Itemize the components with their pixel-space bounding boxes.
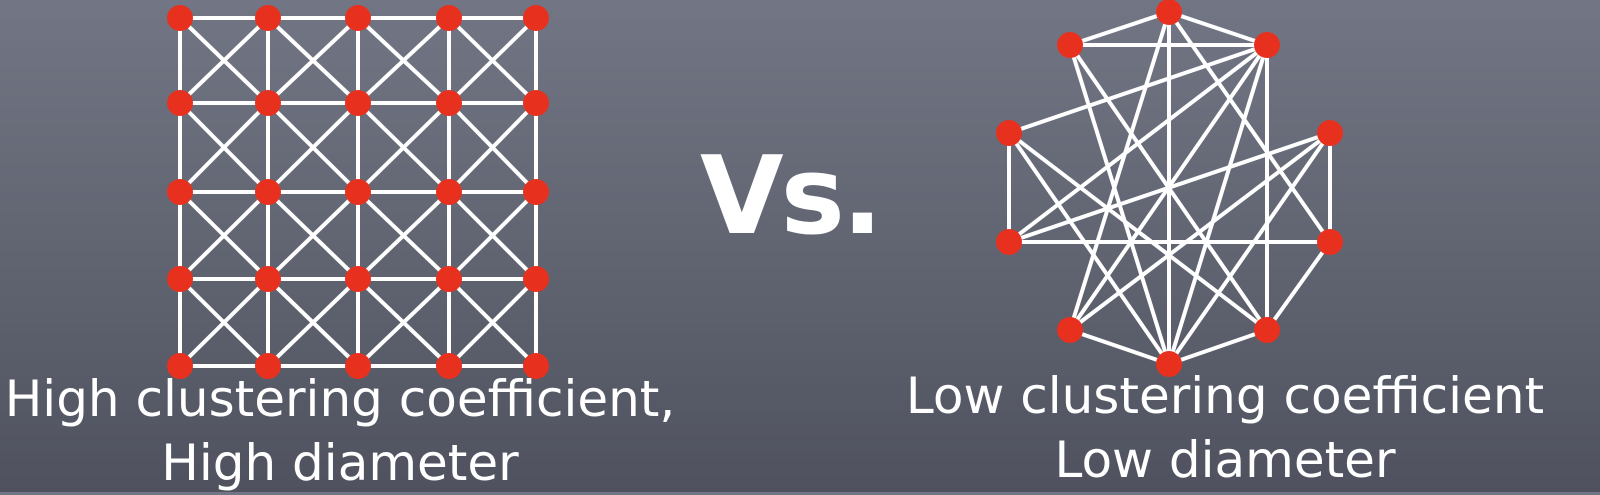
random-network-caption-line-1: Low clustering coefficient — [905, 367, 1545, 425]
network-edge — [1068, 10, 1171, 47]
lattice-node — [345, 353, 371, 379]
network-node — [1156, 0, 1182, 25]
lattice-caption: High clustering coefficient, High diamet… — [0, 367, 680, 495]
random-network-caption-line-2: Low diameter — [1054, 431, 1396, 489]
lattice-node — [167, 266, 193, 292]
lattice-edge — [266, 190, 360, 281]
lattice-edge — [356, 101, 451, 194]
network-edge — [1167, 10, 1269, 47]
lattice-edge — [447, 16, 538, 105]
network-edge — [1007, 131, 1171, 366]
lattice-edge — [178, 190, 270, 281]
network-edge — [1167, 131, 1332, 366]
lattice-node — [436, 179, 462, 205]
network-node — [1254, 317, 1280, 343]
lattice-nodes — [167, 5, 549, 379]
network-edge — [1167, 10, 1332, 244]
lattice-node — [436, 90, 462, 116]
network-node — [1156, 351, 1182, 377]
lattice-node — [255, 90, 281, 116]
network-edge — [1265, 240, 1332, 332]
network-node — [1317, 229, 1343, 255]
network-node — [1057, 32, 1083, 58]
lattice-node — [436, 353, 462, 379]
network-node — [996, 229, 1022, 255]
network-edge — [1068, 43, 1269, 332]
network-node — [1317, 120, 1343, 146]
lattice-edge — [356, 190, 451, 281]
lattice-node — [167, 353, 193, 379]
lattice-edge — [266, 16, 360, 105]
lattice-node — [255, 179, 281, 205]
lattice-node — [345, 90, 371, 116]
lattice-node — [523, 90, 549, 116]
lattice-node — [523, 266, 549, 292]
network-edge — [1068, 328, 1171, 366]
network-node — [996, 120, 1022, 146]
lattice-node — [345, 179, 371, 205]
network-edge — [1007, 43, 1269, 135]
lattice-node — [167, 5, 193, 31]
lattice-node — [523, 5, 549, 31]
lattice-caption-line-1: High clustering coefficient, — [4, 370, 676, 428]
network-edge — [1007, 43, 1269, 244]
lattice-edge — [266, 277, 360, 368]
lattice-node — [436, 266, 462, 292]
lattice-edge — [447, 190, 538, 281]
lattice-node — [167, 179, 193, 205]
lattice-node — [255, 5, 281, 31]
lattice-node — [345, 5, 371, 31]
lattice-node — [345, 266, 371, 292]
lattice-node — [523, 353, 549, 379]
lattice-node — [167, 90, 193, 116]
lattice-node — [436, 5, 462, 31]
network-node — [1254, 32, 1280, 58]
lattice-node — [523, 179, 549, 205]
random-network-edges — [1007, 10, 1332, 366]
network-edge — [1068, 131, 1332, 332]
lattice-node — [255, 353, 281, 379]
random-network-nodes — [996, 0, 1343, 377]
lattice-edge — [447, 101, 538, 194]
network-node — [1057, 317, 1083, 343]
lattice-node — [255, 266, 281, 292]
vs-label: Vs. — [700, 134, 883, 259]
lattice-edge — [447, 277, 538, 368]
lattice-caption-line-2: High diameter — [161, 434, 519, 492]
lattice-edge — [356, 16, 451, 105]
lattice-edge — [266, 101, 360, 194]
random-network-caption: Low clustering coefficient Low diameter — [890, 364, 1560, 492]
network-edge — [1167, 328, 1269, 366]
lattice-edges — [178, 16, 538, 368]
network-edge — [1068, 10, 1171, 332]
lattice-edge — [178, 101, 270, 194]
lattice-edge — [178, 16, 270, 105]
lattice-edge — [356, 277, 451, 368]
lattice-edge — [178, 277, 270, 368]
network-edge — [1167, 43, 1269, 366]
